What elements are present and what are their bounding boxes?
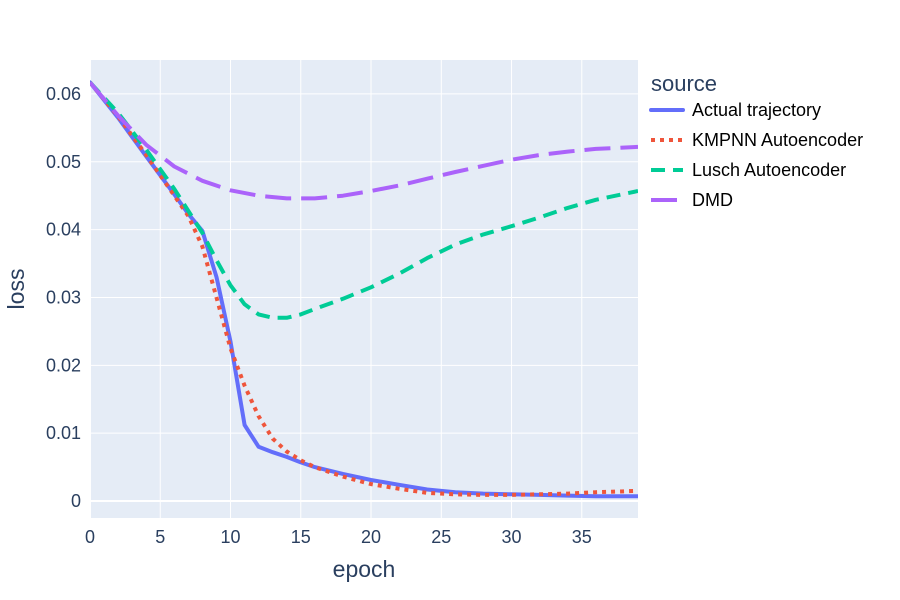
- legend-item-dmd[interactable]: DMD: [651, 190, 733, 210]
- x-axis-ticks: 0 5 10 15 20 25 30 35: [85, 527, 592, 547]
- y-tick-label: 0: [71, 491, 81, 511]
- x-tick-label: 10: [220, 527, 240, 547]
- x-tick-label: 0: [85, 527, 95, 547]
- legend-item-kmpnn-autoencoder[interactable]: KMPNN Autoencoder: [651, 130, 863, 150]
- series-line-lusch-autoencoder: [90, 81, 638, 320]
- y-tick-label: 0.01: [46, 423, 81, 443]
- y-axis-ticks: 0 0.01 0.02 0.03 0.04 0.05 0.06: [46, 84, 81, 511]
- x-tick-label: 30: [502, 527, 522, 547]
- legend-item-lusch-autoencoder[interactable]: Lusch Autoencoder: [651, 160, 846, 180]
- grid-lines: [89, 60, 638, 518]
- y-tick-label: 0.03: [46, 287, 81, 307]
- series-line-dmd: [90, 81, 638, 201]
- x-tick-label: 25: [431, 527, 451, 547]
- legend-title: source: [651, 71, 717, 96]
- y-tick-label: 0.05: [46, 152, 81, 172]
- x-tick-label: 20: [361, 527, 381, 547]
- legend-label: DMD: [692, 190, 733, 210]
- x-tick-label: 35: [572, 527, 592, 547]
- legend: source Actual trajectory KMPNN Autoencode…: [649, 71, 863, 210]
- legend-label: Lusch Autoencoder: [692, 160, 846, 180]
- y-tick-label: 0.02: [46, 355, 81, 375]
- legend-item-actual-trajectory[interactable]: Actual trajectory: [649, 100, 821, 120]
- y-tick-label: 0.06: [46, 84, 81, 104]
- y-axis-title: loss: [3, 269, 29, 310]
- x-axis-title: epoch: [333, 556, 396, 582]
- legend-label: Actual trajectory: [692, 100, 821, 120]
- legend-label: KMPNN Autoencoder: [692, 130, 863, 150]
- y-tick-label: 0.04: [46, 220, 81, 240]
- x-tick-label: 15: [291, 527, 311, 547]
- x-tick-label: 5: [155, 527, 165, 547]
- series-layer: [90, 80, 638, 499]
